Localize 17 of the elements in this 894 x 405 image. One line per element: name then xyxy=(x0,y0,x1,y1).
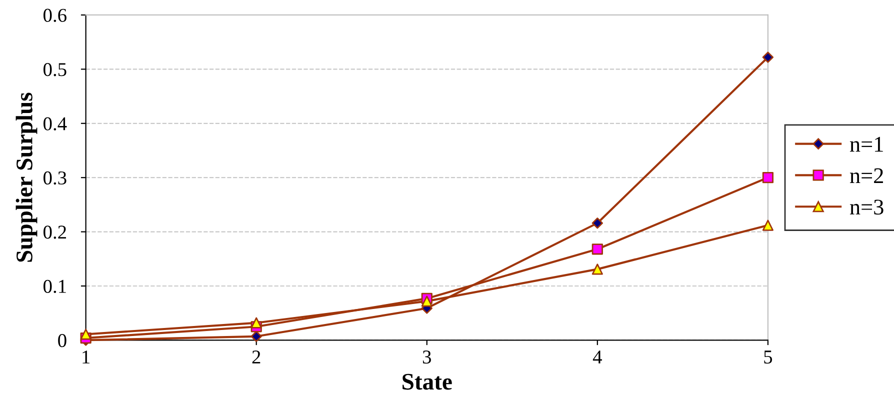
x-tick-label: 4 xyxy=(592,350,602,364)
y-tick-label: 0.4 xyxy=(44,117,67,130)
x-tick-label: 1 xyxy=(82,350,90,364)
y-axis-title: Supplier Surplus xyxy=(16,92,38,262)
y-tick-label: 0 xyxy=(58,334,66,348)
legend-label: n=2 xyxy=(850,168,883,184)
y-tick-label: 0.6 xyxy=(44,8,66,22)
x-axis-title: State xyxy=(402,374,452,390)
x-tick-label: 2 xyxy=(252,350,260,364)
legend-label: n=1 xyxy=(850,136,883,152)
y-tick-label: 0.5 xyxy=(44,63,66,76)
x-tick-label: 5 xyxy=(764,350,772,364)
y-tick-label: 0.1 xyxy=(44,280,66,294)
y-tick-label: 0.3 xyxy=(44,171,66,185)
y-tick-label: 0.2 xyxy=(44,226,66,239)
x-tick-label: 3 xyxy=(422,350,431,364)
legend-label: n=3 xyxy=(850,200,884,215)
